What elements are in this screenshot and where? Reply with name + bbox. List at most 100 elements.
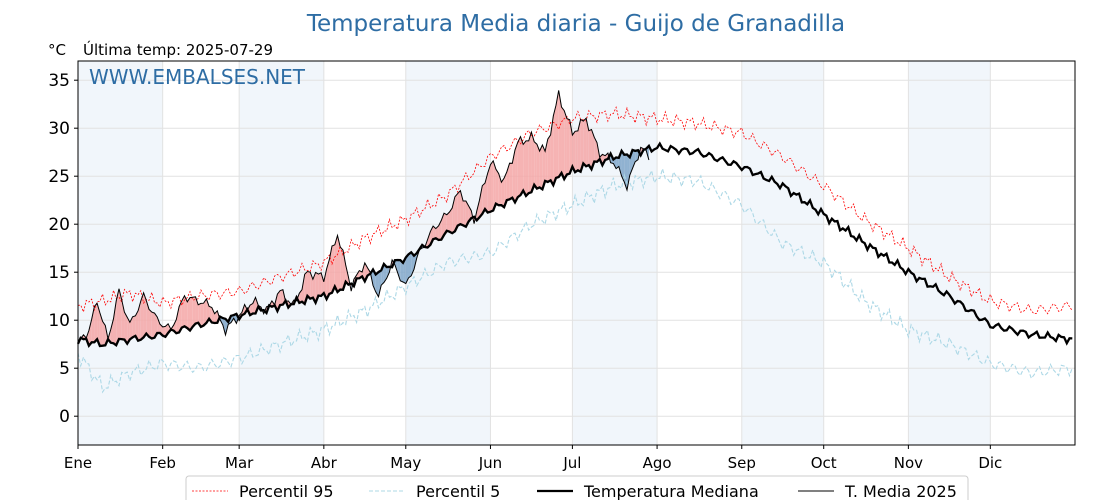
above-median-fill: [512, 149, 516, 203]
above-median-fill: [577, 119, 581, 172]
above-median-fill: [198, 303, 201, 327]
above-median-fill: [525, 140, 529, 196]
above-median-fill: [504, 171, 507, 208]
above-median-fill: [553, 105, 557, 186]
above-median-fill: [124, 312, 128, 344]
above-median-fill: [501, 178, 505, 208]
above-median-fill: [506, 163, 510, 201]
percentil-5-line: [77, 166, 1073, 394]
above-median-fill: [176, 306, 180, 334]
above-median-fill: [140, 292, 144, 340]
above-median-fill: [157, 317, 160, 333]
above-median-fill: [129, 316, 133, 340]
above-median-fill: [307, 271, 311, 299]
above-median-fill: [547, 134, 551, 183]
y-tick-label: 35: [48, 71, 70, 91]
below-median-fill: [403, 257, 406, 284]
above-median-fill: [97, 303, 100, 346]
below-median-fill: [378, 270, 382, 297]
above-median-fill: [444, 213, 447, 235]
last-temp-label: Última temp: 2025-07-29: [83, 40, 273, 59]
above-median-fill: [99, 312, 103, 346]
above-median-fill: [138, 301, 141, 341]
above-median-fill: [534, 141, 537, 189]
above-median-fill: [91, 306, 95, 343]
above-median-fill: [594, 137, 597, 162]
above-median-fill: [457, 190, 461, 226]
x-tick-label: Sep: [728, 454, 756, 472]
below-median-fill: [621, 150, 625, 183]
above-median-fill: [536, 144, 540, 189]
x-tick-label: Oct: [811, 454, 837, 472]
above-median-fill: [476, 200, 480, 221]
above-median-fill: [566, 118, 570, 175]
above-median-fill: [127, 317, 130, 344]
x-tick-label: Jul: [562, 454, 581, 472]
x-tick-label: Mar: [225, 454, 254, 472]
above-median-fill: [588, 129, 592, 170]
above-median-fill: [427, 231, 431, 248]
y-tick-label: 25: [48, 167, 70, 187]
plot-frame: [77, 60, 1076, 446]
below-median-fill: [400, 260, 404, 283]
legend-label: Percentil 95: [239, 482, 334, 500]
above-median-fill: [154, 313, 158, 338]
mediana-line: [76, 141, 1073, 348]
above-median-fill: [479, 185, 483, 218]
y-tick-label: 0: [59, 407, 70, 427]
x-tick-label: Jun: [478, 454, 502, 472]
above-median-fill: [211, 307, 215, 324]
above-median-fill: [94, 303, 98, 343]
above-median-fill: [162, 326, 166, 337]
above-median-fill: [523, 140, 526, 196]
below-median-fill: [397, 259, 401, 281]
legend-box: [185, 475, 969, 500]
below-median-fill: [375, 272, 379, 297]
x-tick-label: Ago: [643, 454, 672, 472]
above-median-fill: [484, 173, 488, 213]
above-median-fill: [312, 272, 316, 303]
above-median-fill: [187, 297, 190, 331]
above-median-fill: [132, 315, 136, 338]
above-median-fill: [102, 321, 106, 346]
x-tick-label: Dic: [978, 454, 1002, 472]
below-median-fill: [408, 252, 412, 278]
above-median-fill: [539, 145, 543, 190]
below-median-fill: [635, 150, 638, 162]
above-median-fill: [113, 301, 117, 346]
above-median-fill: [135, 310, 139, 341]
above-median-fill: [435, 225, 439, 241]
legend-label: Temperatura Mediana: [583, 482, 759, 500]
above-median-fill: [250, 303, 253, 316]
above-median-fill: [482, 183, 485, 214]
above-median-fill: [116, 288, 119, 346]
below-median-fill: [616, 157, 619, 169]
x-tick-label: Nov: [894, 454, 923, 472]
above-median-fill: [580, 119, 584, 172]
above-median-fill: [542, 145, 546, 190]
above-median-fill: [252, 297, 256, 314]
above-median-fill: [531, 132, 535, 193]
above-median-fill: [323, 268, 327, 300]
above-median-fill: [490, 160, 494, 212]
above-median-fill: [280, 289, 283, 306]
above-median-fill: [151, 312, 155, 339]
x-tick-label: Ene: [64, 454, 92, 472]
above-median-fill: [88, 319, 92, 346]
above-median-fill: [509, 163, 513, 200]
above-median-fill: [321, 272, 324, 296]
above-median-fill: [189, 297, 193, 331]
above-median-fill: [495, 169, 499, 206]
legend: Percentil 95 Percentil 5 Temperatura Media…: [185, 475, 969, 500]
above-median-fill: [200, 303, 204, 327]
chart-title: Temperatura Media diaria - Guijo de Gran…: [306, 11, 845, 37]
above-median-fill: [340, 246, 343, 290]
y-tick-label: 30: [48, 119, 70, 139]
month-band: [741, 61, 824, 445]
above-median-fill: [146, 300, 150, 337]
watermark: WWW.EMBALSES.NET: [89, 65, 306, 89]
below-median-fill: [405, 254, 409, 284]
above-median-fill: [591, 129, 595, 170]
legend-label: Percentil 5: [416, 482, 500, 500]
y-tick-label: 15: [48, 263, 70, 283]
